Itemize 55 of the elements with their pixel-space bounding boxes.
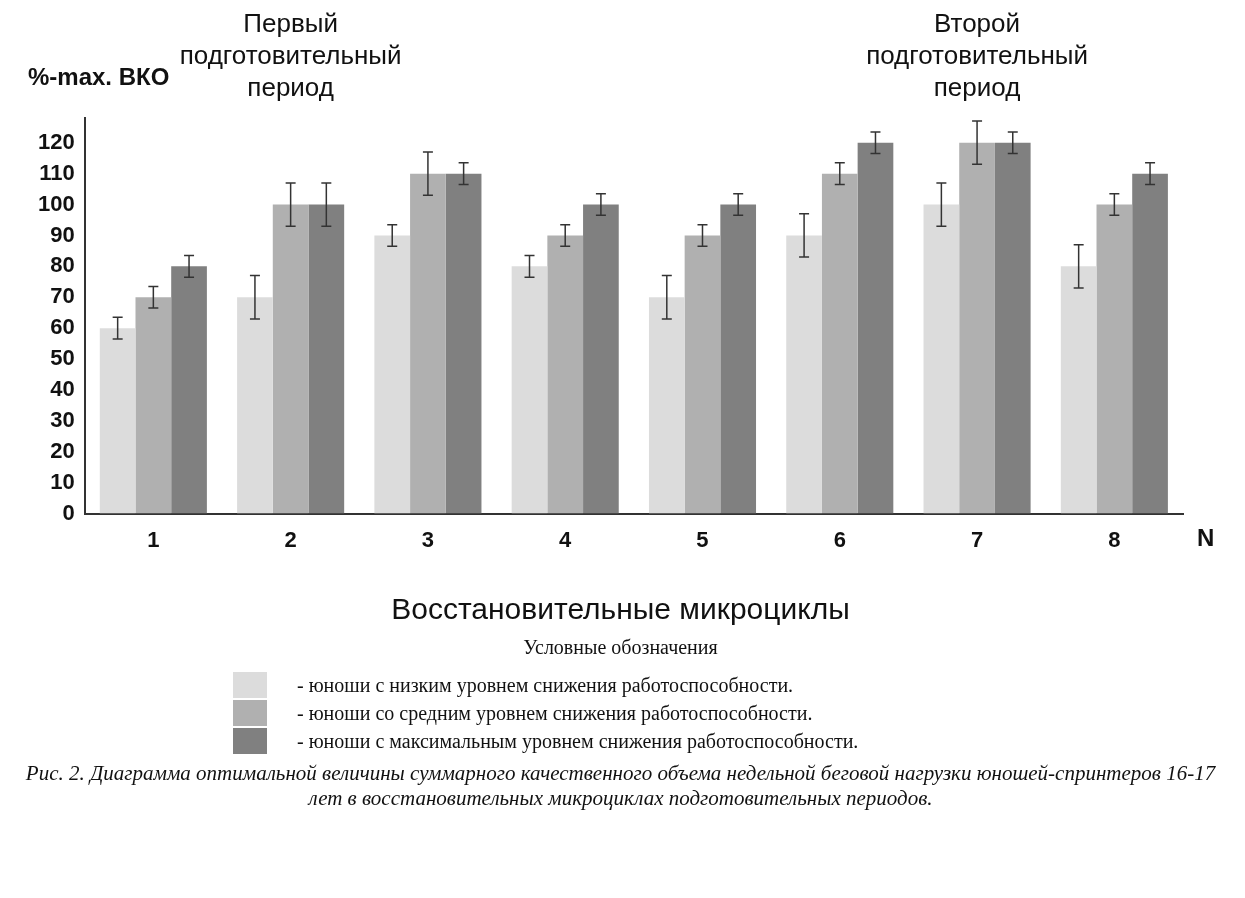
bar bbox=[1132, 173, 1168, 514]
y-tick-label: 70 bbox=[50, 283, 75, 309]
bar bbox=[308, 204, 345, 514]
bar bbox=[959, 142, 995, 514]
legend-label: - юноши с низким уровнем снижения работоспособности. bbox=[297, 673, 794, 697]
bar bbox=[821, 173, 858, 514]
bar bbox=[1060, 266, 1097, 514]
x-tick-label: 5 bbox=[696, 526, 709, 552]
legend-label: - юноши со средним уровнем снижения работоспособности. bbox=[297, 701, 813, 725]
x-tick-label: 6 bbox=[833, 526, 846, 552]
bar bbox=[994, 142, 1031, 514]
bar bbox=[445, 173, 482, 514]
y-tick-label: 80 bbox=[50, 252, 75, 278]
text: Первый подготовительный период bbox=[179, 8, 402, 103]
y-tick-label: 10 bbox=[50, 468, 75, 494]
bar bbox=[272, 204, 309, 514]
y-tick-label: 50 bbox=[50, 345, 75, 371]
bar bbox=[547, 235, 584, 514]
bar bbox=[1096, 204, 1133, 514]
bar bbox=[684, 235, 721, 514]
bar bbox=[171, 266, 207, 514]
y-tick-label: 30 bbox=[50, 406, 75, 432]
bar bbox=[511, 266, 548, 514]
x-tick-label: 4 bbox=[559, 526, 573, 552]
text: Восстановительные микроциклы bbox=[390, 592, 851, 626]
bar bbox=[786, 235, 822, 514]
text: Рис. 2. Диаграмма оптимальной величины суммарного качественного объема недельной беговой нагрузки юношей-спринтеров 16-17 лет в восстановительных микроциклах подготовительных периодов. bbox=[24, 761, 1217, 811]
y-tick-label: 0 bbox=[62, 499, 75, 525]
legend-title: Условные обозначения bbox=[523, 636, 718, 659]
x-tick-label: 8 bbox=[1108, 526, 1121, 552]
bar bbox=[648, 297, 685, 514]
bar bbox=[237, 297, 273, 514]
bar bbox=[135, 297, 172, 514]
x-tick-label: 7 bbox=[970, 526, 984, 552]
x-tick-label: 3 bbox=[421, 526, 435, 552]
x-tick-label: 1 bbox=[147, 526, 160, 552]
bar bbox=[410, 173, 446, 514]
x-tick-label: 2 bbox=[284, 526, 297, 552]
bar bbox=[583, 204, 619, 514]
legend-label: - юноши с максимальным уровнем снижения работоспособности. bbox=[297, 729, 859, 753]
y-tick-label: 20 bbox=[50, 437, 75, 463]
text: Второй подготовительный период bbox=[866, 8, 1088, 103]
y-tick-label: 90 bbox=[50, 221, 75, 247]
bar bbox=[99, 328, 136, 514]
x-axis-title: N bbox=[1197, 524, 1215, 552]
y-tick-label: 110 bbox=[39, 159, 75, 185]
bar bbox=[374, 235, 411, 514]
bar bbox=[923, 204, 960, 514]
bar bbox=[720, 204, 757, 514]
y-tick-label: 40 bbox=[50, 376, 75, 402]
y-tick-label: 120 bbox=[37, 128, 75, 154]
y-tick-label: 60 bbox=[50, 314, 75, 340]
bar bbox=[857, 142, 894, 514]
y-axis-title: %-max. ВКО bbox=[28, 62, 170, 90]
y-tick-label: 100 bbox=[37, 190, 75, 216]
